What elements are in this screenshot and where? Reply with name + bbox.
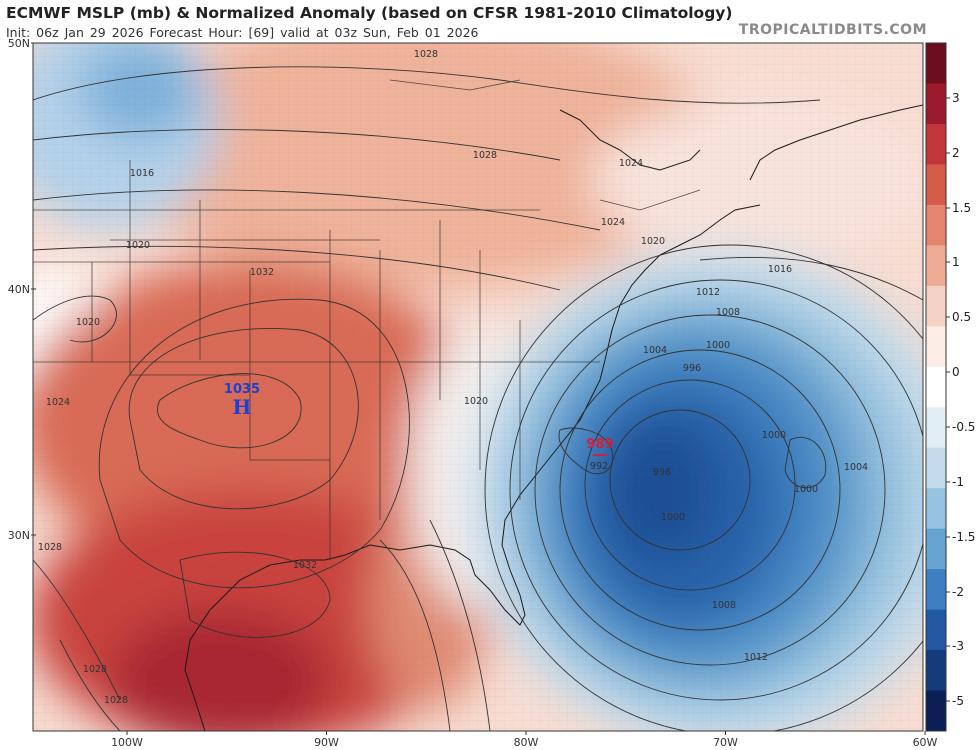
- isobar-label: 1020: [76, 317, 100, 328]
- isobar-label: 1020: [641, 236, 665, 247]
- color-bar-tick-label: -1: [952, 475, 964, 489]
- high-pressure-letter: H: [233, 395, 252, 419]
- color-bar-frame: [925, 42, 947, 732]
- latitude-labels: 50N 40N 30N: [8, 37, 36, 542]
- isobar-label: 1008: [712, 600, 736, 611]
- isobar-label: 1028: [83, 664, 107, 675]
- isobar-label: 1008: [716, 307, 740, 318]
- color-bar-segment: [926, 43, 946, 84]
- color-bar-tick-label: 3: [952, 91, 960, 105]
- color-bar-tick-label: 1.5: [952, 201, 971, 215]
- brand-watermark: TROPICALTIDBITS.COM: [738, 22, 927, 38]
- isobar-labels: 1028 1028 1016 1020 1020 1024 1032 1028 1024 1024…: [38, 49, 868, 706]
- isobar-label: 1000: [661, 512, 685, 523]
- isobar-label: 1020: [464, 396, 488, 407]
- color-bar-segment: [926, 366, 946, 408]
- isobar-label: 1032: [250, 267, 274, 278]
- isobar-label: 1000: [706, 340, 730, 351]
- longitude-label: 100W: [111, 736, 143, 749]
- color-bar-tick-label: -1.5: [952, 530, 975, 544]
- longitude-label: 70W: [713, 736, 738, 749]
- isobar-label: 1028: [38, 542, 62, 553]
- color-bar-segment: [926, 285, 946, 327]
- color-bar-segment: [926, 83, 946, 125]
- color-bar-segment: [926, 326, 946, 368]
- map-subtitle: Init: 06z Jan 29 2026 Forecast Hour: [69…: [6, 25, 479, 40]
- color-bar-tick-label: 1: [952, 255, 960, 269]
- color-bar-segment: [926, 528, 946, 570]
- color-bar-segment: [926, 609, 946, 651]
- isobar-label: 992: [590, 461, 608, 472]
- isobar-label: 1004: [643, 345, 667, 356]
- isobar-label: 1024: [619, 158, 643, 169]
- color-bar-segment: [926, 245, 946, 287]
- latitude-label: 30N: [8, 529, 30, 542]
- color-bar-segment: [926, 650, 946, 692]
- color-bar-tick-label: -2: [952, 585, 964, 599]
- color-bar-tick-label: -0.5: [952, 420, 975, 434]
- longitude-label: 90W: [314, 736, 339, 749]
- color-bar-tick-label: 2: [952, 146, 960, 160]
- low-pressure-value: 989: [586, 437, 613, 452]
- state-borders: [33, 79, 701, 560]
- longitude-labels: 100W 90W 80W 70W 60W: [111, 731, 938, 749]
- isobar-label: 1012: [744, 652, 768, 663]
- isobar-label: 1024: [601, 217, 625, 228]
- isobar-label: 1020: [126, 240, 150, 251]
- isobar-label: 1024: [46, 397, 70, 408]
- color-bar-tick-label: -3: [952, 639, 964, 653]
- color-bar-tick-label: -5: [952, 694, 964, 708]
- isobar-label: 1028: [104, 695, 128, 706]
- latitude-label: 50N: [8, 37, 30, 50]
- isobar-label: 1032: [293, 560, 317, 571]
- color-bar: [925, 42, 947, 732]
- isobar-label: 1028: [473, 150, 497, 161]
- color-bar-segment: [926, 447, 946, 489]
- low-pressure-center: 989: [586, 437, 614, 456]
- map-title: ECMWF MSLP (mb) & Normalized Anomaly (ba…: [6, 4, 733, 22]
- isobar-label: 1016: [768, 264, 792, 275]
- color-bar-segment: [926, 407, 946, 449]
- color-bar-segment: [926, 488, 946, 530]
- color-bar-tick-label: 0.5: [952, 310, 971, 324]
- color-bar-segment: [926, 123, 946, 165]
- color-bar-segment: [926, 164, 946, 206]
- isobar-label: 1000: [794, 484, 818, 495]
- isobar-label: 1000: [762, 430, 786, 441]
- latitude-label: 40N: [8, 283, 30, 296]
- anomaly-field: [33, 43, 923, 731]
- isobars: [33, 66, 923, 731]
- longitude-label: 80W: [514, 736, 539, 749]
- isobar-label: 1012: [696, 287, 720, 298]
- isobar-label: 1004: [844, 462, 868, 473]
- color-bar-segment: [926, 690, 946, 732]
- isobar-label: 1016: [130, 168, 154, 179]
- color-bar-segment: [926, 204, 946, 246]
- map-frame: [32, 42, 924, 732]
- color-bar-segment: [926, 569, 946, 611]
- color-bar-tick-labels: 3 2 1.5 1 0.5 0 -0.5 -1 -1.5 -2 -3 -5: [946, 91, 975, 708]
- isobar-label: 996: [653, 467, 671, 478]
- isobar-label: 1028: [414, 49, 438, 60]
- longitude-label: 60W: [913, 736, 938, 749]
- coastline: [184, 104, 923, 731]
- color-bar-tick-label: 0: [952, 365, 960, 379]
- high-pressure-center: 1035 H: [224, 382, 260, 419]
- high-pressure-value: 1035: [224, 382, 260, 397]
- isobar-label: 996: [683, 363, 701, 374]
